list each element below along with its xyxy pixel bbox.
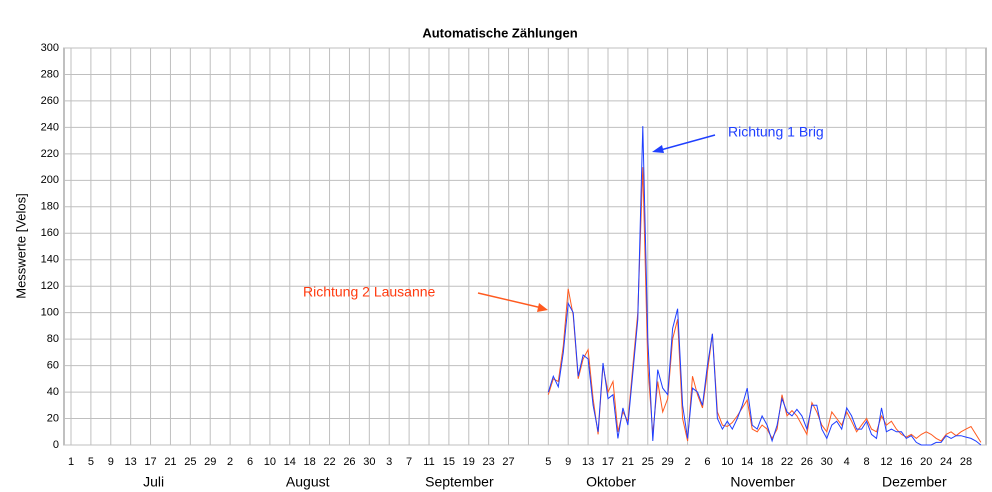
x-tick-label: 29 xyxy=(204,456,216,468)
x-tick-label: 30 xyxy=(363,456,375,468)
series-line xyxy=(547,126,982,446)
x-tick-label: 16 xyxy=(900,456,912,468)
y-tick-label: 40 xyxy=(47,386,59,398)
x-tick-label: 9 xyxy=(108,456,114,468)
y-tick-label: 220 xyxy=(41,148,59,160)
x-tick-label: 18 xyxy=(761,456,773,468)
x-tick-label: 2 xyxy=(684,456,690,468)
y-axis-label: Messwerte [Velos] xyxy=(13,193,28,299)
y-tick-label: 280 xyxy=(41,68,59,80)
x-tick-label: 9 xyxy=(565,456,571,468)
y-tick-label: 260 xyxy=(41,95,59,107)
x-tick-label: 19 xyxy=(463,456,475,468)
x-tick-label: 6 xyxy=(704,456,710,468)
x-tick-label: 25 xyxy=(184,456,196,468)
x-tick-label: 14 xyxy=(741,456,753,468)
x-tick-label: 10 xyxy=(264,456,276,468)
x-tick-label: 15 xyxy=(443,456,455,468)
x-tick-label: 29 xyxy=(662,456,674,468)
x-tick-label: 17 xyxy=(144,456,156,468)
x-tick-label: 3 xyxy=(386,456,392,468)
y-tick-label: 200 xyxy=(41,174,59,186)
arrow-head xyxy=(652,145,664,153)
x-tick-label: 21 xyxy=(622,456,634,468)
x-tick-label: 20 xyxy=(920,456,932,468)
month-label: September xyxy=(425,474,494,490)
y-tick-label: 60 xyxy=(47,360,59,372)
month-label: November xyxy=(730,474,795,490)
grid xyxy=(64,47,986,446)
x-tick-label: 24 xyxy=(940,456,952,468)
arrow-line xyxy=(477,292,543,309)
x-tick-label: 28 xyxy=(960,456,972,468)
y-tick-label: 240 xyxy=(41,121,59,133)
x-tick-label: 17 xyxy=(602,456,614,468)
x-tick-label: 26 xyxy=(801,456,813,468)
y-tick-label: 80 xyxy=(47,333,59,345)
y-tick-label: 0 xyxy=(53,439,59,451)
lines xyxy=(547,126,982,446)
x-tick-label: 23 xyxy=(483,456,495,468)
x-tick-label: 13 xyxy=(125,456,137,468)
month-label: Dezember xyxy=(882,474,947,490)
x-tick-label: 13 xyxy=(582,456,594,468)
chart-title: Automatische Zählungen xyxy=(422,25,577,40)
x-tick-label: 22 xyxy=(323,456,335,468)
y-tick-label: 100 xyxy=(41,307,59,319)
y-tick-label: 180 xyxy=(41,201,59,213)
arrow-head xyxy=(537,303,548,312)
x-tick-label: 8 xyxy=(863,456,869,468)
x-tick-label: 6 xyxy=(247,456,253,468)
x-tick-label: 11 xyxy=(423,456,434,468)
arrow-line xyxy=(656,134,716,152)
y-tick-label: 160 xyxy=(41,227,59,239)
y-tick-label: 20 xyxy=(47,412,59,424)
x-tick-label: 12 xyxy=(880,456,892,468)
x-tick-label: 22 xyxy=(781,456,793,468)
annotation: Richtung 1 Brig xyxy=(728,124,824,140)
x-tick-label: 27 xyxy=(502,456,514,468)
month-label: August xyxy=(286,474,330,490)
x-tick-label: 5 xyxy=(545,456,551,468)
month-label: Juli xyxy=(143,474,164,490)
x-tick-label: 7 xyxy=(406,456,412,468)
x-tick-label: 14 xyxy=(284,456,296,468)
x-tick-label: 10 xyxy=(721,456,733,468)
y-tick-label: 140 xyxy=(41,254,59,266)
x-tick-label: 21 xyxy=(164,456,176,468)
plot-area xyxy=(63,47,987,446)
x-tick-label: 1 xyxy=(68,456,74,468)
x-tick-label: 26 xyxy=(343,456,355,468)
y-tick-label: 120 xyxy=(41,280,59,292)
x-tick-label: 18 xyxy=(304,456,316,468)
month-label: Oktober xyxy=(586,474,636,490)
x-tick-label: 2 xyxy=(227,456,233,468)
y-tick-label: 300 xyxy=(41,42,59,54)
x-tick-label: 25 xyxy=(642,456,654,468)
x-tick-label: 4 xyxy=(844,456,850,468)
annotation: Richtung 2 Lausanne xyxy=(303,284,436,300)
x-tick-label: 30 xyxy=(821,456,833,468)
x-tick-label: 5 xyxy=(88,456,94,468)
